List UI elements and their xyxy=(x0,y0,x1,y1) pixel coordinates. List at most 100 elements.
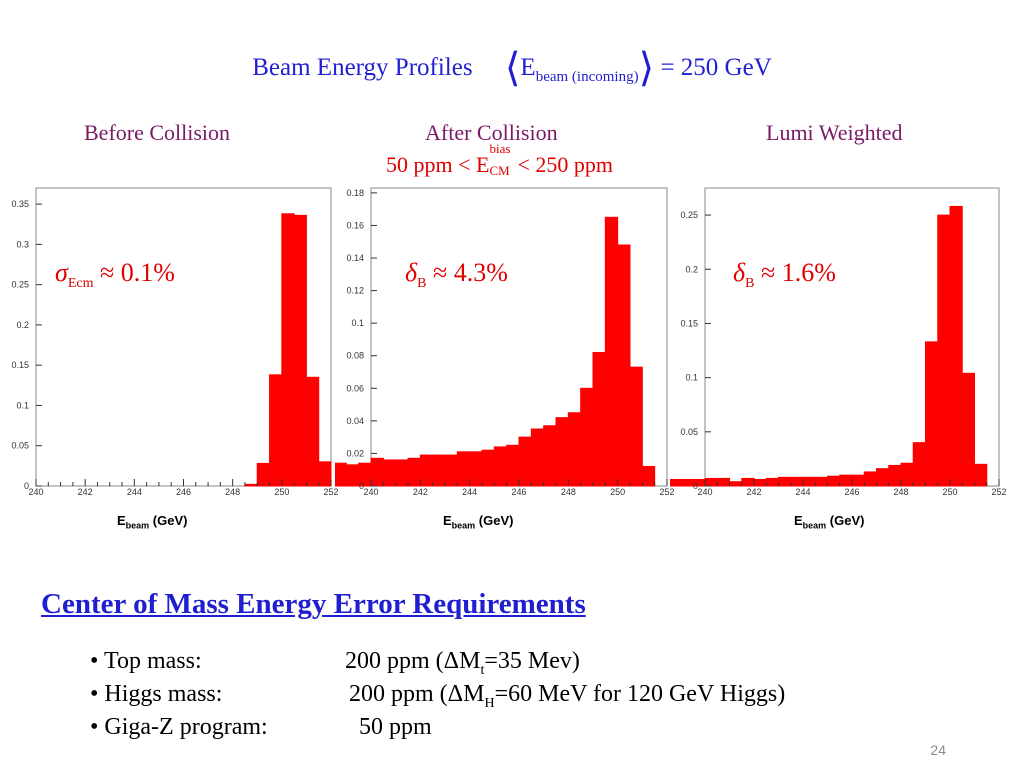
angle-bracket-right-icon: ⟩ xyxy=(638,45,655,90)
histogram-bar xyxy=(876,468,890,487)
bias-scripts: bias CM xyxy=(489,141,517,178)
section-title: Center of Mass Energy Error Requirements xyxy=(41,588,586,620)
bias-prefix: 50 ppm < E xyxy=(386,152,490,177)
x-tick-label: 242 xyxy=(413,487,428,497)
y-tick-label: 0.2 xyxy=(16,320,29,330)
x-title-sub: beam xyxy=(125,520,150,531)
x-tick-label: 240 xyxy=(697,487,712,497)
x-tick-label: 246 xyxy=(511,487,526,497)
x-tick-label: 248 xyxy=(225,487,240,497)
x-tick-label: 252 xyxy=(323,487,338,497)
x-axis-title-before: Ebeam (GeV) xyxy=(117,513,187,531)
title-text: Beam Energy Profiles xyxy=(252,54,473,81)
x-axis-title-lumi: Ebeam (GeV) xyxy=(794,513,864,531)
histogram-bar xyxy=(407,457,421,487)
req-value-main: 200 ppm (ΔM xyxy=(345,648,481,674)
bias-suffix: < 250 ppm xyxy=(517,152,613,177)
histogram-bar xyxy=(851,474,865,487)
histogram-bar xyxy=(567,412,582,487)
y-tick-label: 0 xyxy=(693,481,698,491)
req-value-main: 200 ppm (ΔM xyxy=(349,681,485,707)
x-tick-label: 242 xyxy=(746,487,761,497)
x-tick-label: 244 xyxy=(127,487,142,497)
histogram-bar xyxy=(604,216,619,487)
histogram-bar xyxy=(765,477,779,487)
histogram-bar xyxy=(335,462,347,487)
x-title-sub: beam xyxy=(451,520,476,531)
y-tick-label: 0.2 xyxy=(685,264,698,274)
req-label: • Top mass: xyxy=(90,648,202,674)
histogram-bar xyxy=(592,351,606,487)
histogram-bar xyxy=(900,462,914,487)
x-tick-label: 240 xyxy=(363,487,378,497)
histogram-bar xyxy=(802,476,816,487)
y-tick-label: 0.15 xyxy=(11,360,29,370)
histogram-bar xyxy=(506,444,520,487)
req-label: • Higgs mass: xyxy=(90,681,223,707)
y-tick-label: 0.1 xyxy=(16,400,29,410)
histogram-bar xyxy=(395,459,409,487)
histogram-bar xyxy=(318,461,332,487)
histogram-bar xyxy=(370,457,384,487)
annotation-sigma-ecm: σEcm ≈ 0.1% xyxy=(55,258,175,292)
y-tick-label: 0.3 xyxy=(16,239,29,249)
req-value-sub: t xyxy=(480,662,485,678)
histogram-bar xyxy=(814,476,828,487)
req-value-sub: H xyxy=(484,695,495,711)
histogram-bar xyxy=(444,454,458,487)
x-title-main: E xyxy=(117,513,126,528)
histogram-bar xyxy=(481,449,495,487)
y-tick-label: 0.05 xyxy=(680,427,698,437)
annotation-delta-b-after: δB ≈ 4.3% xyxy=(405,258,508,292)
histogram-bar xyxy=(753,478,767,487)
req-value: 200 ppm (ΔMH=60 MeV for 120 GeV Higgs) xyxy=(349,681,785,712)
histogram-bar xyxy=(949,205,963,487)
histogram-bar xyxy=(256,462,271,487)
histogram-bar xyxy=(530,428,545,487)
req-value-main: 50 ppm xyxy=(359,714,432,740)
y-tick-label: 0.08 xyxy=(346,351,364,361)
x-title-unit: (GeV) xyxy=(826,513,865,528)
annot-sub: B xyxy=(745,276,755,292)
x-tick-label: 246 xyxy=(176,487,191,497)
annotation-delta-b-lumi: δB ≈ 1.6% xyxy=(733,258,836,292)
histogram-after-collision: 0 0.02 0.04 0.06 0.08 0.1 0.12 0.14 0.16 0.18 240 2… xyxy=(335,187,675,497)
histogram-bar xyxy=(716,477,730,487)
x-title-main: E xyxy=(443,513,452,528)
x-tick-label: 244 xyxy=(795,487,810,497)
x-tick-label: 250 xyxy=(942,487,957,497)
annot-sub: Ecm xyxy=(67,276,94,292)
y-tick-label: 0.05 xyxy=(11,441,29,451)
histogram-bar xyxy=(469,451,483,487)
title-math: ⟨Ebeam (incoming)⟩ = 250 GeV xyxy=(505,45,772,90)
x-tick-label: 250 xyxy=(274,487,289,497)
annot-sub: B xyxy=(417,276,427,292)
x-title-main: E xyxy=(794,513,803,528)
annot-value: ≈ 4.3% xyxy=(432,258,508,287)
y-tick-label: 0.18 xyxy=(346,188,364,198)
histogram-bar xyxy=(382,459,397,487)
histogram-bar xyxy=(704,477,718,487)
bias-sub: CM xyxy=(489,163,510,178)
histogram-bar xyxy=(937,214,951,487)
angle-bracket-left-icon: ⟨ xyxy=(504,45,521,90)
annot-symbol: δ xyxy=(733,258,746,287)
histogram-bar xyxy=(493,446,508,487)
y-tick-label: 0.25 xyxy=(680,210,698,220)
histogram-bar xyxy=(281,213,295,487)
y-tick-label: 0.1 xyxy=(685,373,698,383)
histogram-bar xyxy=(269,374,283,487)
x-title-unit: (GeV) xyxy=(475,513,514,528)
y-tick-label: 0 xyxy=(359,481,364,491)
annot-symbol: δ xyxy=(405,258,418,287)
page-number: 24 xyxy=(930,742,946,758)
x-tick-label: 252 xyxy=(991,487,1006,497)
histogram-bar xyxy=(293,214,307,487)
annot-value: ≈ 1.6% xyxy=(760,258,836,287)
x-title-unit: (GeV) xyxy=(149,513,188,528)
histogram-bar xyxy=(827,475,841,487)
column-heading-after: After Collision xyxy=(425,120,558,145)
histogram-lumi-weighted: 0 0.05 0.1 0.15 0.2 0.25 240 242 244 246 248 250 252 xyxy=(670,187,1007,497)
histogram-bar xyxy=(580,387,594,487)
